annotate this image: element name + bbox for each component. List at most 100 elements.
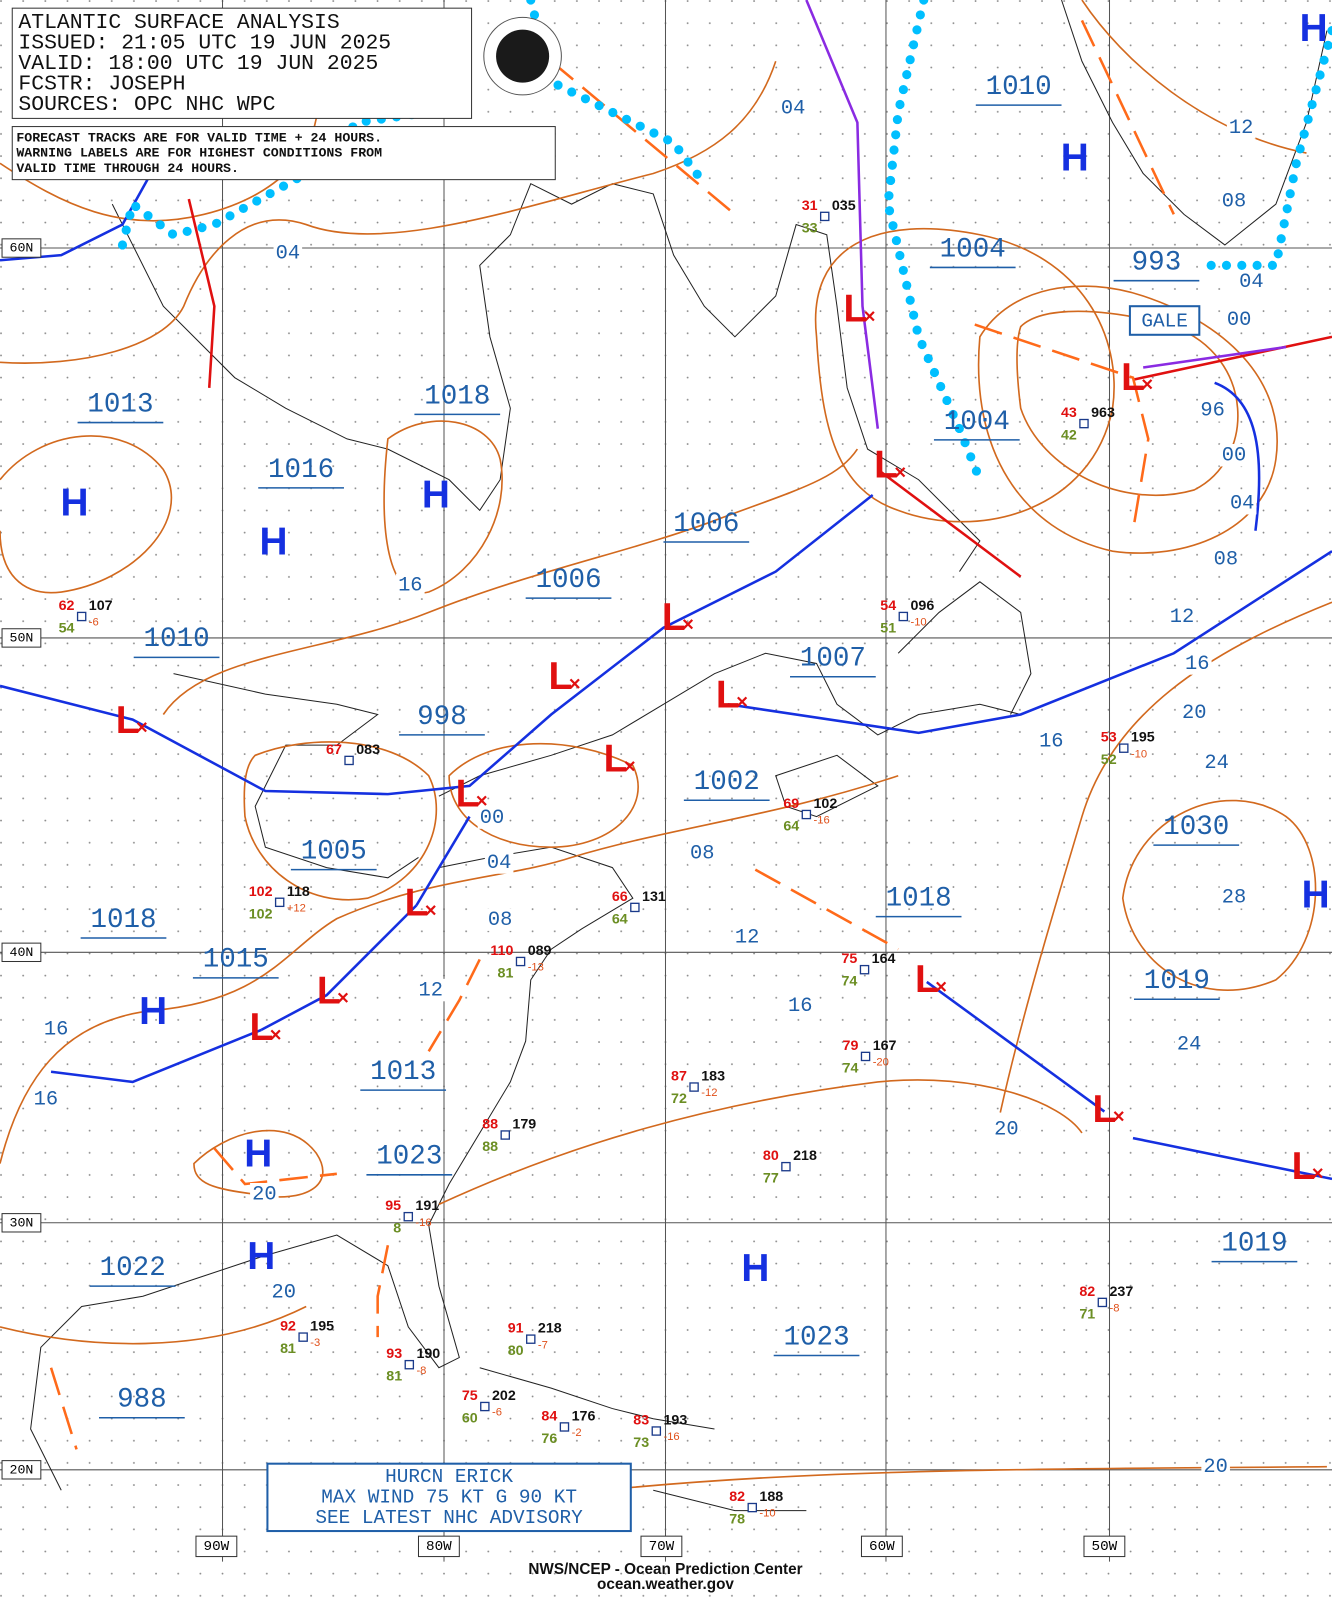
station-marker	[689, 1082, 699, 1092]
isobar-label: 08	[1214, 549, 1239, 572]
station-dewpoint: 80	[508, 1343, 524, 1359]
station-dewpoint: 74	[842, 974, 858, 990]
isobar-label-bg	[1037, 729, 1066, 753]
station-dewpoint: 42	[1061, 428, 1077, 444]
station-marker	[403, 1211, 414, 1222]
low-center: L	[1121, 356, 1145, 399]
pressure-center: 1018	[90, 905, 156, 936]
station-pressure: 089	[528, 943, 552, 959]
high-center: H	[244, 1133, 272, 1176]
low-cross: ×	[894, 462, 906, 484]
station-dewpoint: 73	[633, 1435, 649, 1451]
lat-label-bg	[1, 942, 42, 963]
station-temp: 69	[783, 796, 799, 812]
isobar-label-bg	[273, 241, 303, 265]
station-pressure: 167	[873, 1038, 897, 1054]
high-center: H	[1061, 136, 1089, 179]
header-line: SOURCES: OPC NHC WPC	[18, 93, 275, 117]
isobar-label: 20	[994, 1118, 1019, 1141]
high-center: H	[61, 481, 89, 524]
station-dewpoint: 60	[462, 1411, 478, 1427]
isobar-label-bg	[1219, 885, 1249, 909]
isobar-label-bg	[477, 806, 507, 829]
isobar-label: 04	[1239, 271, 1264, 294]
footer-line: NWS/NCEP - Ocean Prediction Center	[528, 1561, 802, 1578]
isobar-label: 16	[34, 1089, 59, 1112]
isobar-label-bg	[484, 851, 514, 874]
pressure-center: 1006	[673, 509, 739, 540]
isobar-label-bg	[1167, 605, 1197, 628]
low-cross: ×	[682, 614, 694, 636]
high-center: H	[260, 520, 288, 563]
station-marker	[819, 211, 830, 222]
low-cross: ×	[624, 756, 636, 778]
station-tendency: +12	[287, 902, 306, 914]
isobar-label: 00	[480, 807, 505, 830]
high-center: H	[247, 1235, 275, 1278]
station-temp: 31	[802, 198, 818, 214]
high-center: H	[139, 990, 167, 1033]
isobar-label: 16	[788, 995, 813, 1018]
station-tendency: -2	[572, 1427, 582, 1439]
header-line: ISSUED: 21:05 UTC 19 JUN 2025	[18, 32, 391, 56]
isobar-label-bg	[1237, 270, 1266, 293]
latitude-label: 50N	[10, 630, 34, 645]
station-pressure: 096	[910, 598, 934, 614]
isobar-label: 08	[488, 909, 513, 932]
station-tendency: -16	[415, 1217, 431, 1229]
isobar-label: 00	[1227, 309, 1252, 332]
station-pressure: 083	[356, 742, 380, 758]
lat-label-bg	[1, 1213, 42, 1233]
station-tendency: -16	[813, 815, 829, 827]
high-center: H	[1302, 873, 1330, 916]
hurricane-box	[266, 1462, 632, 1533]
station-tendency: -3	[310, 1337, 320, 1349]
isobar-label-bg	[1201, 1455, 1230, 1478]
low-center: L	[662, 596, 686, 639]
station-marker	[898, 611, 909, 622]
pressure-center: 993	[1132, 248, 1182, 279]
station-dewpoint: 51	[880, 621, 896, 637]
isobar-label-bg	[1219, 189, 1249, 213]
station-dewpoint: 54	[59, 621, 75, 637]
low-cross: ×	[1113, 1106, 1125, 1128]
station-tendency: -13	[528, 962, 544, 974]
station-tendency: -7	[538, 1339, 548, 1351]
isobar-label: 20	[1203, 1456, 1228, 1479]
low-cross: ×	[425, 900, 437, 922]
isobar-label-bg	[31, 1088, 61, 1111]
pressure-center: 1010	[986, 72, 1052, 103]
pressure-center: 1023	[376, 1142, 442, 1173]
station-marker	[1079, 418, 1089, 429]
isobar-label: 04	[781, 98, 806, 121]
isobar-label-bg	[1179, 701, 1209, 724]
station-dewpoint: 77	[763, 1171, 779, 1187]
isobar-label-bg	[1219, 444, 1249, 467]
isobar-label-bg	[687, 842, 717, 865]
pressure-center: 1007	[800, 644, 866, 675]
low-center: L	[249, 1006, 273, 1049]
pressure-center: 1006	[535, 565, 601, 596]
notice-line: WARNING LABELS ARE FOR HIGHEST CONDITION…	[16, 146, 382, 161]
station-marker	[801, 809, 812, 820]
isobar-label-bg	[250, 1182, 279, 1206]
station-pressure: 237	[1110, 1284, 1134, 1300]
station-temp: 54	[880, 598, 896, 614]
notice-line: VALID TIME THROUGH 24 HOURS.	[16, 161, 239, 176]
station-dewpoint: 81	[498, 966, 514, 982]
station-pressure: 195	[310, 1319, 334, 1335]
station-pressure: 202	[492, 1388, 516, 1404]
isobar-label-bg	[1226, 116, 1256, 139]
longitude-label: 90W	[204, 1539, 230, 1555]
station-marker	[1097, 1297, 1108, 1308]
station-pressure: 218	[793, 1148, 817, 1164]
pressure-center: 1019	[1221, 1228, 1287, 1259]
station-pressure: 102	[813, 796, 837, 812]
station-pressure: 183	[701, 1069, 725, 1085]
station-marker	[515, 956, 526, 967]
isobar-label-bg	[732, 925, 762, 949]
longitude-label: 50W	[1092, 1539, 1118, 1555]
isobar-label: 96	[1200, 400, 1225, 423]
fronts	[0, 0, 1332, 1450]
station-pressure: 131	[642, 889, 666, 905]
